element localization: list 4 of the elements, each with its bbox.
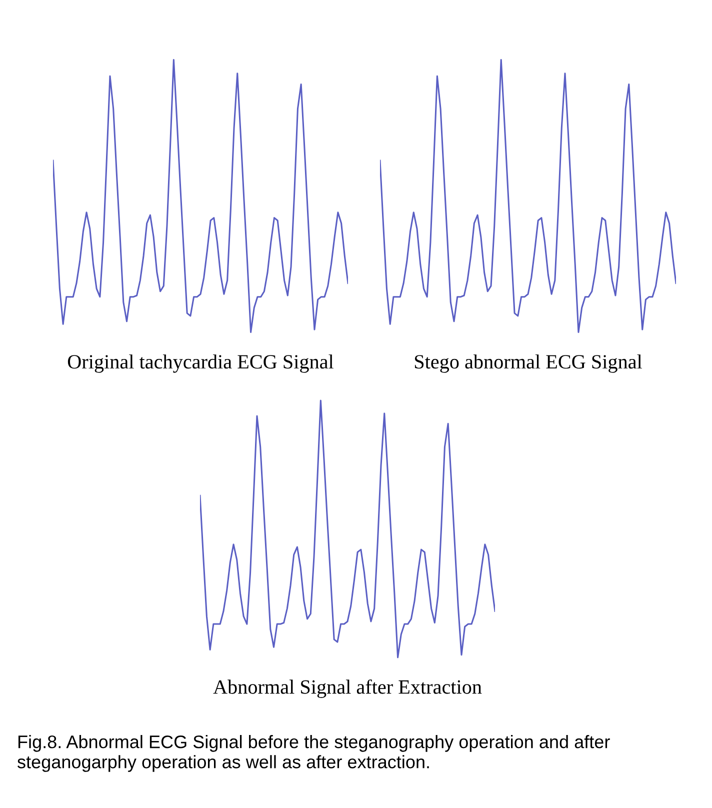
- x-axis-title: Stego abnormal ECG Signal: [414, 354, 642, 373]
- caption: Fig.8. Abnormal ECG Signal before the steganography operation and after steganogarphy operation as well as after extraction.: [18, 735, 610, 772]
- x-axis-title: Abnormal Signal after Extraction: [213, 679, 482, 698]
- x-axis-title: Original tachycardia ECG Signal: [68, 354, 334, 373]
